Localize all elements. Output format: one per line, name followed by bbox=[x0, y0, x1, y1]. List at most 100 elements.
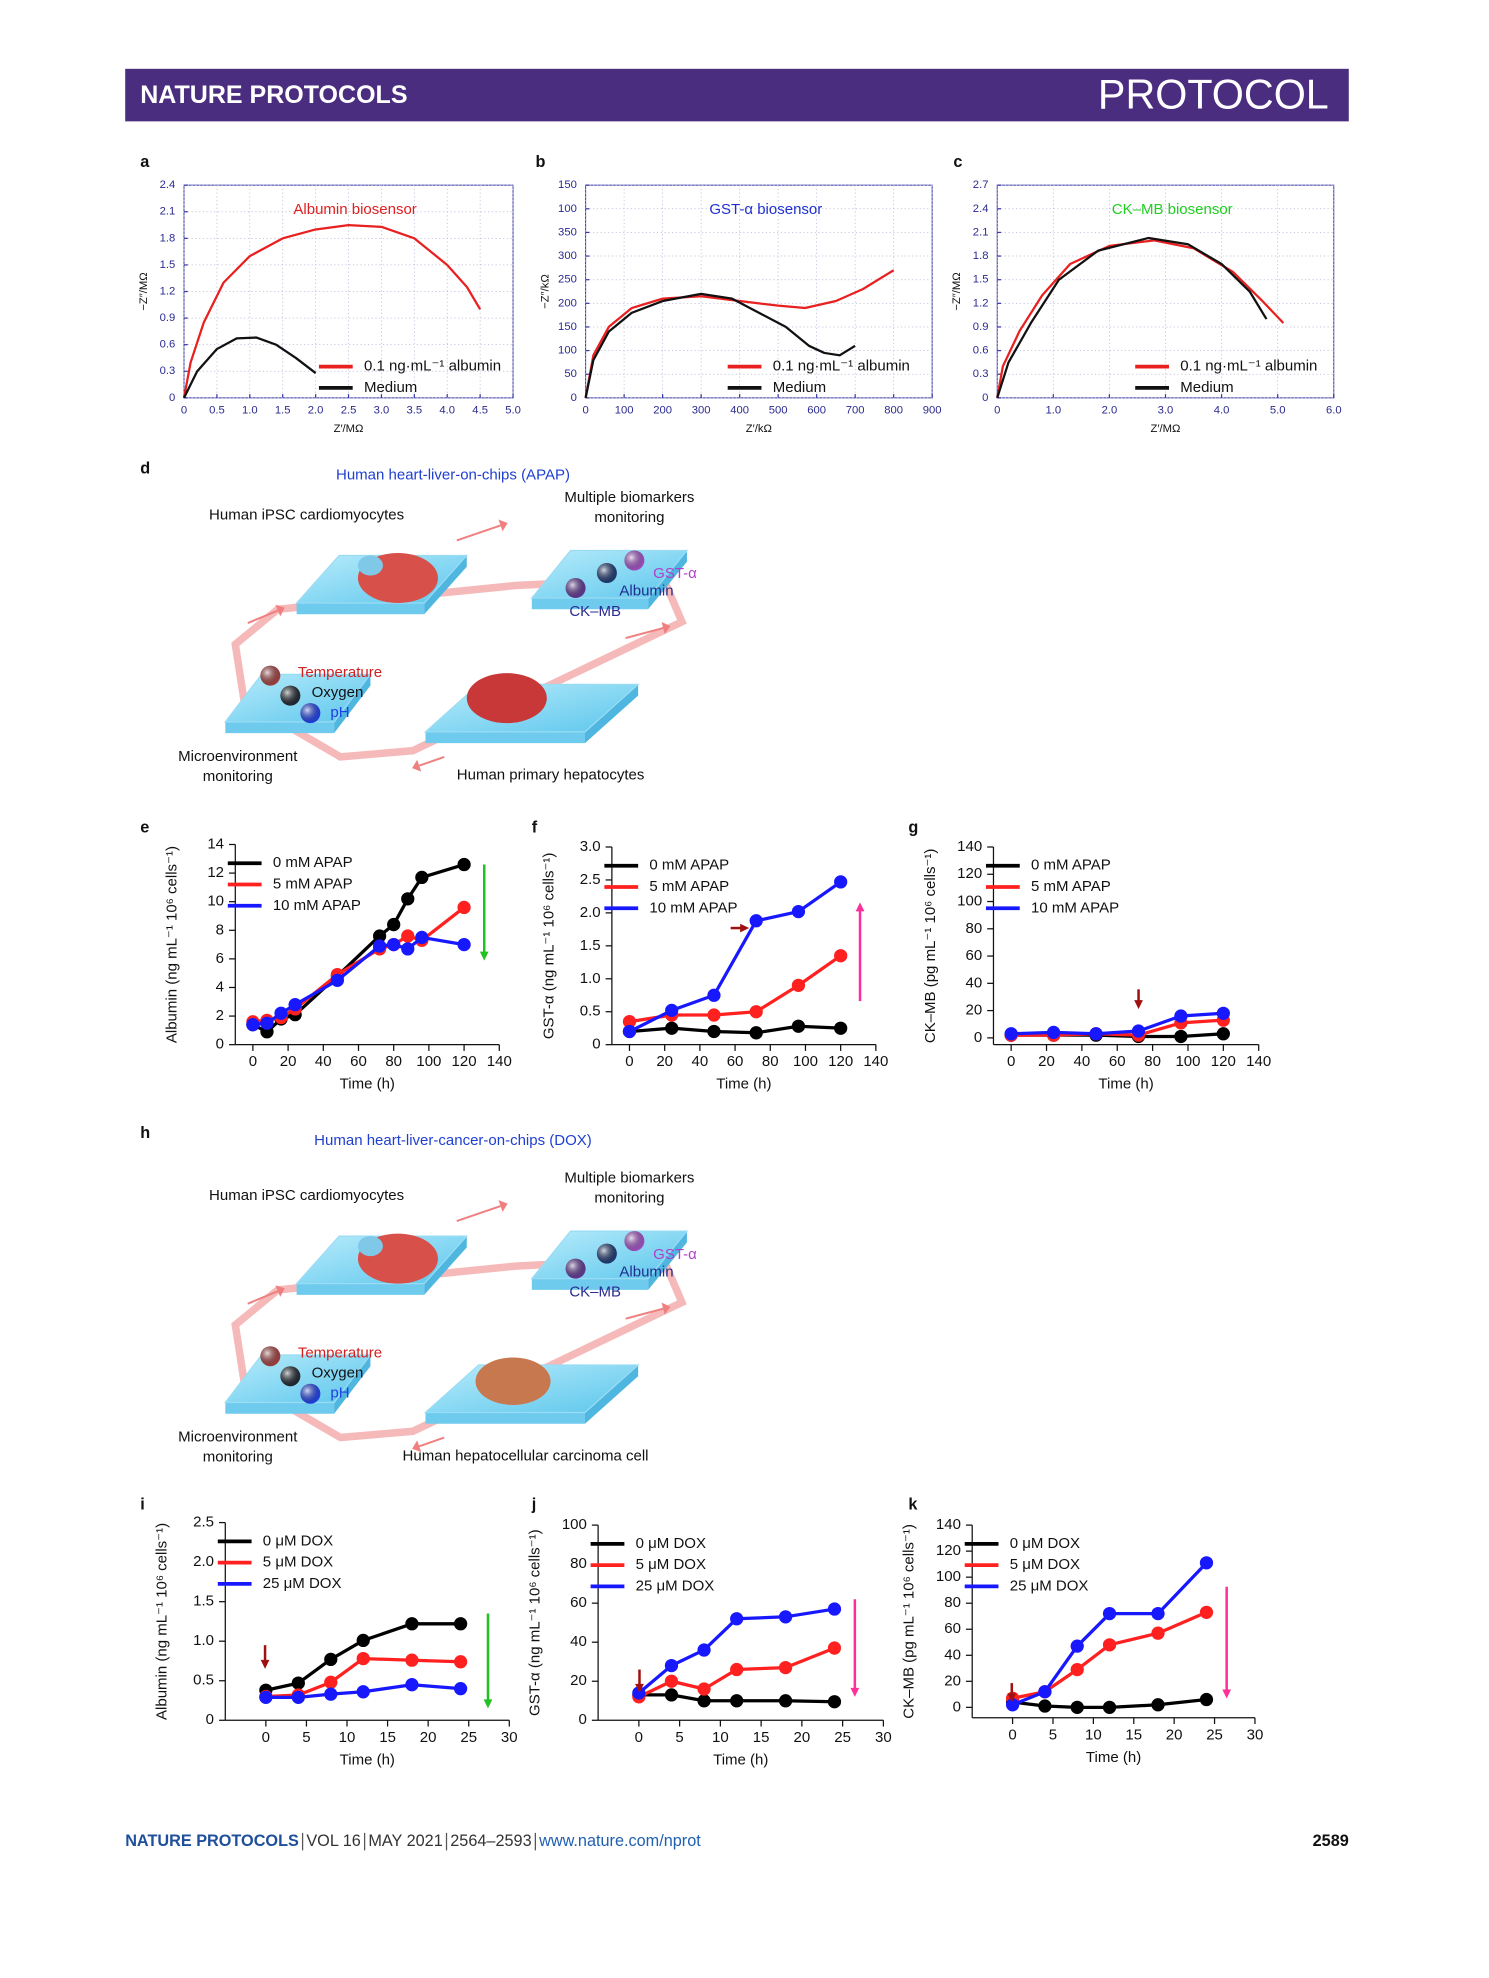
data-point bbox=[1199, 1556, 1214, 1570]
arrow-head bbox=[483, 1699, 493, 1709]
data-point bbox=[291, 1690, 305, 1704]
x-tick-label: 1.0 bbox=[242, 404, 258, 416]
data-point bbox=[372, 939, 387, 953]
series-line bbox=[252, 935, 465, 1027]
x-tick-label: 10 bbox=[712, 1729, 729, 1746]
data-point bbox=[324, 1675, 338, 1689]
data-point bbox=[827, 1695, 842, 1709]
y-axis-label: GST-α (ng mL⁻¹ 10⁶ cells⁻¹) bbox=[527, 1529, 544, 1716]
y-tick-label: 0 bbox=[169, 392, 175, 404]
diagram-label: pH bbox=[330, 1385, 349, 1402]
x-tick-label: 120 bbox=[452, 1053, 477, 1070]
y-tick-label: 2.4 bbox=[973, 203, 989, 215]
legend-label: 0 μM DOX bbox=[263, 1532, 333, 1549]
y-tick-label: 0.3 bbox=[973, 368, 989, 380]
data-point bbox=[1131, 1024, 1146, 1038]
y-tick-label: 0.9 bbox=[160, 312, 176, 324]
data-point bbox=[1216, 1027, 1230, 1041]
diagram-label: Human iPSC cardiomyocytes bbox=[209, 1187, 404, 1204]
data-point bbox=[791, 1019, 806, 1033]
data-point bbox=[405, 1617, 419, 1631]
y-tick-label: 0.9 bbox=[973, 321, 989, 333]
x-axis-label: Time (h) bbox=[1086, 1749, 1141, 1766]
y-axis-label: −Z″/MΩ bbox=[951, 272, 963, 310]
panel-letter: a bbox=[140, 153, 150, 171]
y-tick-label: 12 bbox=[207, 864, 224, 881]
data-point bbox=[1089, 1027, 1103, 1041]
data-point bbox=[632, 1686, 646, 1700]
legend-label: Medium bbox=[773, 379, 826, 396]
x-tick-label: 400 bbox=[730, 404, 749, 416]
x-tick-label: 120 bbox=[1211, 1053, 1236, 1070]
y-tick-label: 0 bbox=[974, 1029, 982, 1046]
data-point bbox=[664, 1688, 679, 1702]
arrow-head bbox=[1134, 1000, 1143, 1010]
flow-arrow bbox=[418, 755, 445, 767]
data-point bbox=[356, 1633, 370, 1648]
y-tick-label: 0 bbox=[579, 1711, 587, 1728]
sensor-shine bbox=[280, 685, 301, 706]
legend-label: 0.1 ng·mL⁻¹ albumin bbox=[773, 358, 910, 375]
y-tick-label: 1.8 bbox=[973, 250, 989, 262]
series-line bbox=[629, 1024, 841, 1035]
data-point bbox=[749, 1005, 763, 1019]
y-tick-label: 2 bbox=[216, 1007, 224, 1024]
x-tick-label: 100 bbox=[615, 404, 634, 416]
chip-side bbox=[648, 1231, 687, 1290]
x-tick-label: 0.5 bbox=[209, 404, 225, 416]
x-tick-label: 5.0 bbox=[1270, 404, 1286, 416]
arrow-head bbox=[479, 951, 489, 961]
y-tick-label: 1.2 bbox=[973, 297, 989, 309]
tumor bbox=[475, 1357, 551, 1405]
series-line bbox=[252, 862, 465, 1034]
y-axis-label: −Z″/MΩ bbox=[138, 272, 150, 310]
x-tick-label: 80 bbox=[385, 1053, 402, 1070]
legend-label: 0.1 ng·mL⁻¹ albumin bbox=[1180, 358, 1317, 375]
chip-side bbox=[425, 1412, 585, 1424]
data-point bbox=[1038, 1685, 1052, 1699]
diagram-label: monitoring bbox=[203, 768, 273, 785]
diagram-label: pH bbox=[330, 704, 349, 721]
legend-label: 0 mM APAP bbox=[649, 857, 729, 874]
x-axis-label: Time (h) bbox=[716, 1076, 771, 1093]
sensor-shine bbox=[565, 578, 586, 599]
y-tick-label: 20 bbox=[966, 1002, 983, 1019]
y-tick-label: 1.0 bbox=[193, 1632, 214, 1649]
diagram-label: monitoring bbox=[203, 1449, 273, 1466]
data-point bbox=[457, 937, 471, 952]
x-tick-label: 30 bbox=[875, 1729, 892, 1746]
y-tick-label: 250 bbox=[558, 274, 577, 286]
flow-arrow bbox=[456, 1205, 501, 1223]
data-point bbox=[372, 929, 387, 943]
y-tick-label: 150 bbox=[558, 321, 577, 333]
legend-label: Medium bbox=[1180, 379, 1233, 396]
panel-letter: b bbox=[536, 153, 546, 171]
legend-label: 5 mM APAP bbox=[649, 878, 729, 895]
chip-side bbox=[584, 1364, 639, 1424]
x-tick-label: 40 bbox=[1074, 1053, 1091, 1070]
x-tick-label: 20 bbox=[1166, 1726, 1183, 1743]
data-point bbox=[415, 870, 429, 885]
data-point bbox=[1199, 1605, 1214, 1619]
flow-arrow-head bbox=[275, 604, 285, 617]
data-point bbox=[356, 1685, 370, 1699]
diagram-label: Temperature bbox=[298, 664, 382, 681]
x-tick-label: 500 bbox=[769, 404, 788, 416]
diagram-label: Multiple biomarkers bbox=[564, 1170, 694, 1187]
footer-text: MAY 2021 bbox=[368, 1832, 442, 1850]
y-tick-label: 1.5 bbox=[973, 274, 989, 286]
arrow-head bbox=[1222, 1689, 1232, 1699]
panel-letter: d bbox=[140, 459, 150, 477]
data-point bbox=[1174, 1029, 1188, 1044]
data-point bbox=[356, 1651, 370, 1666]
x-tick-label: 10 bbox=[1085, 1726, 1102, 1743]
y-tick-label: 0.6 bbox=[160, 339, 176, 351]
chip-side bbox=[531, 1278, 649, 1290]
data-point bbox=[401, 929, 415, 943]
footer-text: www.nature.com/nprot bbox=[538, 1832, 701, 1850]
chip-side bbox=[334, 674, 371, 734]
data-point bbox=[1174, 1009, 1188, 1023]
data-point bbox=[1216, 1006, 1230, 1020]
